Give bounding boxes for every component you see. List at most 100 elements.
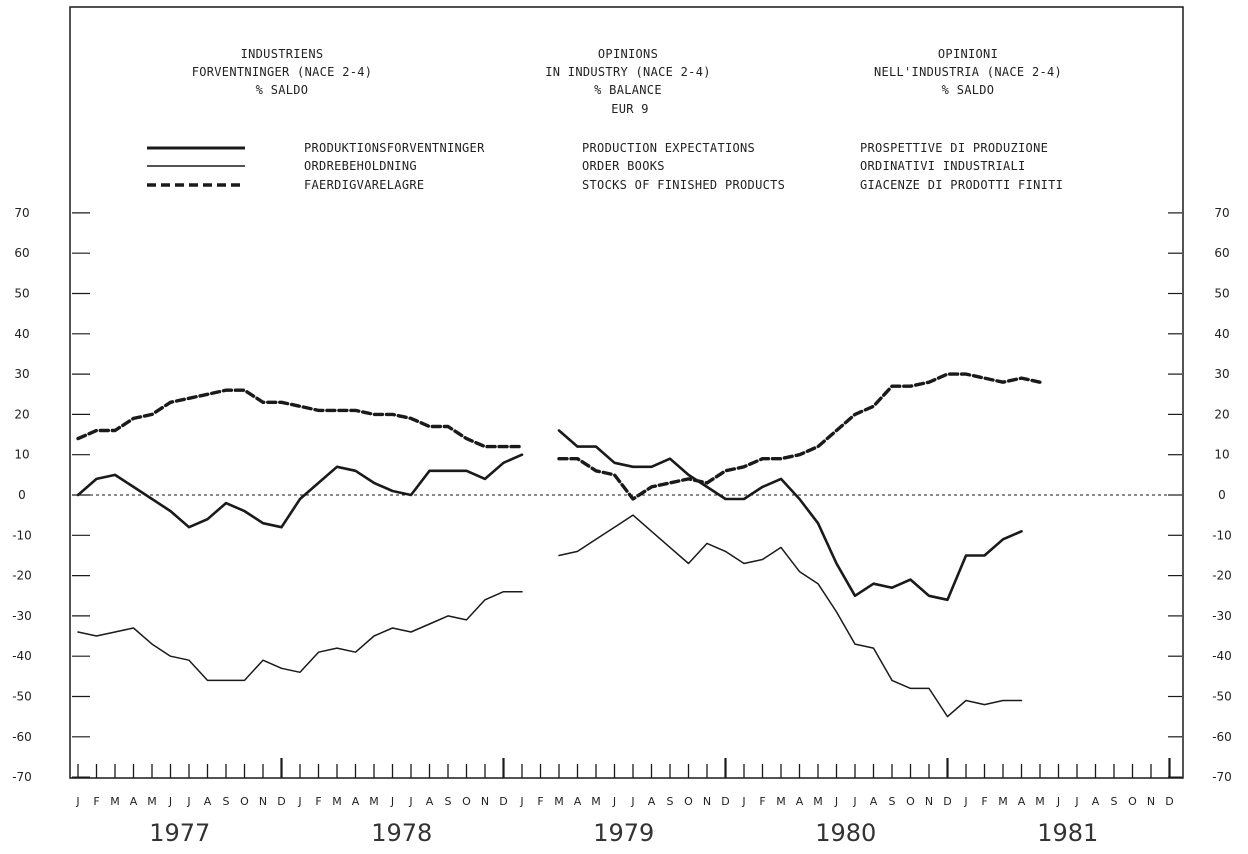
series-line [557, 429, 1023, 602]
y-tick-label-right: 60 [1214, 246, 1229, 260]
legend-label-danish: ORDREBEHOLDNING [304, 159, 417, 173]
x-month-label: F [93, 795, 99, 808]
x-month-label: M [776, 795, 786, 808]
y-tick-label-right: -50 [1212, 690, 1232, 704]
x-month-label: M [554, 795, 564, 808]
x-month-label: M [147, 795, 157, 808]
x-month-label: A [796, 795, 804, 808]
series-line [557, 372, 1042, 501]
y-tick-label-left: -20 [12, 569, 32, 583]
y-tick-label-right: -40 [1212, 649, 1232, 663]
x-month-label: M [998, 795, 1008, 808]
series-order-books [77, 514, 1023, 718]
y-tick-label-left: -70 [12, 770, 32, 784]
legend-item-stocks: FAERDIGVARELAGRE STOCKS OF FINISHED PROD… [147, 178, 1063, 192]
x-month-label: J [75, 795, 79, 808]
x-month-label: J [741, 795, 745, 808]
y-tick-label-left: -60 [12, 730, 32, 744]
legend-label-english: STOCKS OF FINISHED PRODUCTS [582, 178, 785, 192]
y-tick-label-left: 0 [18, 488, 26, 502]
y-tick-label-right: 40 [1214, 327, 1229, 341]
y-tick-label-left: 40 [14, 327, 29, 341]
x-month-label: M [591, 795, 601, 808]
series-layer [76, 372, 1042, 718]
y-tick-label-left: 20 [14, 407, 29, 421]
x-month-label: J [297, 795, 301, 808]
header-danish: INDUSTRIENS FORVENTNINGER (NACE 2-4) % S… [192, 47, 372, 97]
y-tick-label-left: -10 [12, 528, 32, 542]
y-tick-label-right: -30 [1212, 609, 1232, 623]
y-tick-label-left: -50 [12, 690, 32, 704]
x-month-label: S [889, 795, 896, 808]
header-english-line-1: OPINIONS [598, 47, 658, 61]
x-month-label: O [684, 795, 693, 808]
x-year-label: 1979 [593, 819, 654, 847]
legend-label-danish: PRODUKTIONSFORVENTNINGER [304, 141, 485, 155]
x-month-label: S [445, 795, 452, 808]
legend-label-italian: ORDINATIVI INDUSTRIALI [860, 159, 1026, 173]
x-month-label: J [168, 795, 172, 808]
x-month-label: A [130, 795, 138, 808]
x-month-label: O [1128, 795, 1137, 808]
header-italian: OPINIONI NELL'INDUSTRIA (NACE 2-4) % SAL… [874, 47, 1062, 97]
y-axis-left: 70 60 50 40 30 20 10 0 -10 -20 -30 -40 -50 -60 -70 [12, 206, 90, 784]
x-month-label: N [925, 795, 933, 808]
x-year-label: 1977 [149, 819, 210, 847]
series-line [76, 388, 524, 449]
x-month-label: M [110, 795, 120, 808]
x-month-label: A [352, 795, 360, 808]
x-month-label: N [481, 795, 489, 808]
legend-item-order-books: ORDREBEHOLDNING ORDER BOOKS ORDINATIVI I… [147, 159, 1026, 173]
y-tick-label-right: -60 [1212, 730, 1232, 744]
x-month-label: A [1092, 795, 1100, 808]
x-month-label: D [499, 795, 507, 808]
x-year-label: 1981 [1037, 819, 1098, 847]
x-month-label: J [834, 795, 838, 808]
x-month-label: J [186, 795, 190, 808]
legend-item-production-expectations: PRODUKTIONSFORVENTNINGER PRODUCTION EXPE… [147, 141, 1048, 155]
x-month-label: F [315, 795, 321, 808]
y-tick-label-right: 10 [1214, 448, 1229, 462]
series-line [76, 453, 524, 529]
x-month-label: M [1035, 795, 1045, 808]
legend-label-english: ORDER BOOKS [582, 159, 665, 173]
y-tick-label-right: 30 [1214, 367, 1229, 381]
series-line [77, 590, 523, 682]
x-month-label: A [204, 795, 212, 808]
header-english: OPINIONS IN INDUSTRY (NACE 2-4) % BALANC… [545, 47, 711, 116]
header-english-line-4: EUR 9 [611, 102, 649, 116]
x-month-label: A [870, 795, 878, 808]
x-month-label: F [759, 795, 765, 808]
x-month-label: J [963, 795, 967, 808]
x-month-label: N [703, 795, 711, 808]
x-month-label: D [277, 795, 285, 808]
x-month-label: O [240, 795, 249, 808]
header-english-line-3: % BALANCE [594, 83, 662, 97]
header-italian-line-1: OPINIONI [938, 47, 998, 61]
header-danish-line-3: % SALDO [256, 83, 309, 97]
x-month-label: A [426, 795, 434, 808]
x-month-label: S [1111, 795, 1118, 808]
x-year-label: 1978 [371, 819, 432, 847]
y-tick-label-right: -10 [1212, 528, 1232, 542]
legend-label-english: PRODUCTION EXPECTATIONS [582, 141, 755, 155]
x-month-label: D [1165, 795, 1173, 808]
x-month-label: O [462, 795, 471, 808]
legend-label-italian: GIACENZE DI PRODOTTI FINITI [860, 178, 1063, 192]
x-month-label: A [648, 795, 656, 808]
x-month-label: M [369, 795, 379, 808]
y-tick-label-left: -40 [12, 649, 32, 663]
x-month-label: J [1056, 795, 1060, 808]
x-year-label: 1980 [815, 819, 876, 847]
header-english-line-2: IN INDUSTRY (NACE 2-4) [545, 65, 711, 79]
series-production-expectations [76, 429, 1023, 602]
x-month-label: J [612, 795, 616, 808]
chart-frame [69, 6, 1184, 779]
x-month-label: J [630, 795, 634, 808]
y-tick-label-left: 60 [14, 246, 29, 260]
x-month-label: F [981, 795, 987, 808]
x-month-label: N [1147, 795, 1155, 808]
y-tick-label-right: -20 [1212, 569, 1232, 583]
legend: PRODUKTIONSFORVENTNINGER PRODUCTION EXPE… [147, 141, 1063, 192]
x-month-label: D [943, 795, 951, 808]
